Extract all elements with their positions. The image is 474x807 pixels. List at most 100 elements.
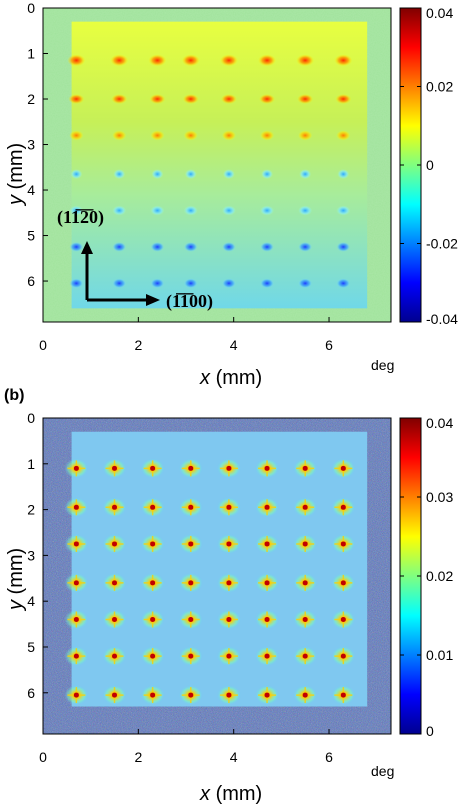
panel-a-x-axis-label: x (mm): [199, 367, 262, 389]
y-tick-label: 1: [27, 456, 35, 472]
feature-star-core: [302, 541, 308, 547]
x-tick-label: 4: [230, 749, 238, 765]
feature-dot: [299, 169, 312, 180]
feature-star-core: [112, 580, 118, 586]
y-tick-label: 4: [27, 593, 35, 609]
feature-star-core: [264, 692, 270, 698]
feature-star-core: [188, 580, 194, 586]
feature-dot: [298, 241, 313, 252]
y-tick-label: 0: [27, 410, 35, 426]
feature-dot: [336, 130, 351, 141]
feature-dot: [335, 94, 352, 105]
feature-star-core: [150, 653, 156, 659]
feature-star-core: [226, 504, 232, 510]
feature-dot: [260, 278, 275, 289]
panel-a-x-ticks: 0 2 4 6: [39, 317, 333, 353]
x-tick-label: 0: [39, 337, 47, 353]
panel-a-sample-square: [71, 21, 368, 309]
panel-a-direction-arrows: [81, 241, 160, 306]
colorbar-tick-label: 0: [426, 157, 434, 173]
feature-star-core: [264, 541, 270, 547]
feature-star-core: [340, 465, 346, 471]
feature-star-core: [264, 580, 270, 586]
feature-dot: [182, 94, 199, 105]
feature-dot: [297, 94, 314, 105]
feature-star-core: [73, 617, 79, 623]
panel-b-colorbar-unit: deg: [371, 763, 394, 779]
feature-star-core: [340, 580, 346, 586]
feature-dot: [150, 130, 165, 141]
colorbar-tick-label: 0.03: [426, 489, 453, 505]
y-tick-label: 6: [27, 273, 35, 289]
feature-dot: [298, 278, 313, 289]
feature-star-core: [226, 617, 232, 623]
feature-dot: [70, 169, 83, 180]
feature-star-core: [302, 465, 308, 471]
feature-star-core: [73, 580, 79, 586]
feature-star-core: [150, 692, 156, 698]
feature-dot: [260, 205, 275, 216]
feature-dot: [183, 241, 198, 252]
feature-star-core: [150, 580, 156, 586]
feature-dot: [69, 241, 84, 252]
panel-a-direction-label-1-100: (1̅1̅00): [166, 291, 213, 312]
feature-star-core: [302, 504, 308, 510]
feature-star-core: [112, 653, 118, 659]
panel-b-label: (b): [4, 387, 24, 404]
feature-star-core: [340, 692, 346, 698]
y-tick-label: 6: [27, 685, 35, 701]
feature-star-core: [150, 617, 156, 623]
feature-star-core: [188, 653, 194, 659]
y-tick-label: 5: [27, 228, 35, 244]
feature-dot: [260, 241, 275, 252]
panel-b-y-axis-label: y (mm): [5, 548, 27, 612]
feature-star-core: [112, 504, 118, 510]
feature-dot: [112, 130, 127, 141]
feature-dot: [260, 130, 275, 141]
feature-star-core: [226, 580, 232, 586]
feature-star-core: [188, 541, 194, 547]
feature-star-core: [188, 617, 194, 623]
x-tick-label: 6: [325, 337, 333, 353]
colorbar-tick-label: 0.01: [426, 647, 453, 663]
panel-a-plot-frame: [42, 7, 392, 323]
feature-star-core: [264, 617, 270, 623]
feature-dot: [220, 94, 237, 105]
feature-dot: [261, 169, 274, 180]
feature-star-core: [302, 653, 308, 659]
feature-star-core: [302, 580, 308, 586]
feature-dot: [336, 205, 351, 216]
feature-dot: [69, 278, 84, 289]
feature-dot: [112, 205, 127, 216]
feature-dot: [336, 241, 351, 252]
feature-dot: [221, 205, 236, 216]
y-tick-label: 5: [27, 639, 35, 655]
y-tick-label: 3: [27, 137, 35, 153]
feature-star-core: [340, 617, 346, 623]
feature-dot: [221, 278, 236, 289]
feature-dot: [258, 54, 277, 67]
feature-dot: [110, 54, 129, 67]
feature-dot: [336, 278, 351, 289]
feature-dot: [296, 54, 315, 67]
feature-star-core: [188, 692, 194, 698]
feature-dot: [181, 54, 200, 67]
feature-star-core: [302, 617, 308, 623]
panel-b-colorbar-ticks: 0.04 0.03 0.02 0.01 0: [400, 415, 453, 739]
feature-star-core: [73, 465, 79, 471]
feature-star-core: [73, 504, 79, 510]
feature-dot: [68, 94, 85, 105]
feature-dot: [150, 205, 165, 216]
feature-star-core: [112, 541, 118, 547]
y-tick-label: 3: [27, 547, 35, 563]
panel-a-y-ticks: 0 1 2 3 4 5 6: [27, 0, 48, 289]
feature-dot: [221, 241, 236, 252]
feature-star-core: [302, 692, 308, 698]
feature-star-core: [226, 692, 232, 698]
feature-star-core: [340, 541, 346, 547]
feature-star-core: [226, 465, 232, 471]
feature-dot: [69, 130, 84, 141]
feature-dot: [337, 169, 350, 180]
panel-a-colorbar-ticks: 0.04 0.02 0 -0.02 -0.04: [400, 5, 458, 327]
